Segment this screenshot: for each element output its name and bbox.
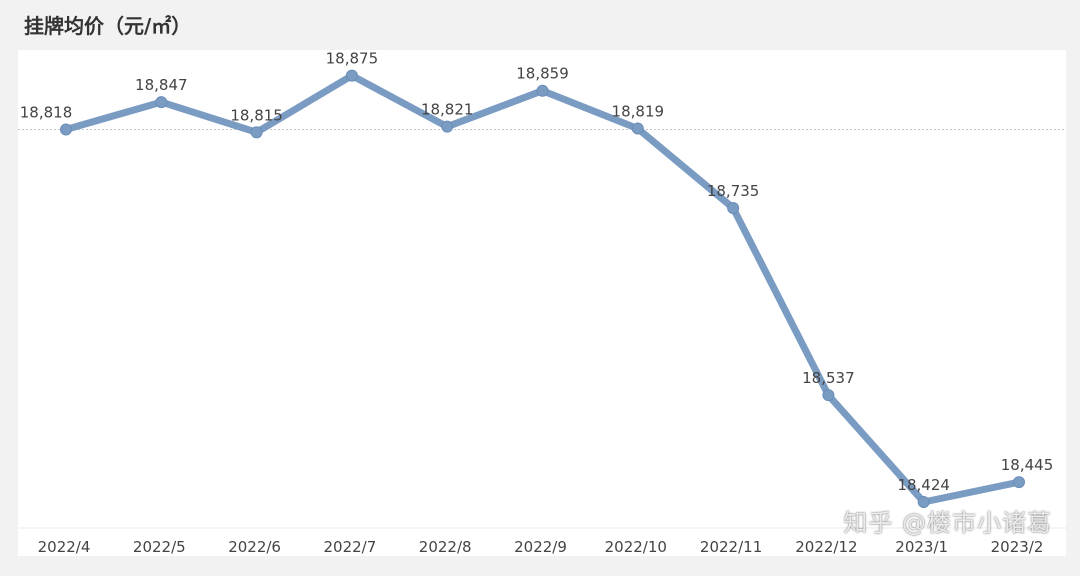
x-tick-label: 2022/5 <box>133 538 186 556</box>
data-label: 18,859 <box>516 65 569 83</box>
data-point <box>60 123 72 136</box>
x-tick-label: 2023/2 <box>991 538 1044 556</box>
data-label: 18,875 <box>326 50 379 68</box>
data-point <box>536 84 549 97</box>
x-axis: 2022/4 2022/5 2022/6 2022/7 2022/8 2022/9 2022… <box>18 527 1066 556</box>
x-tick-label: 2022/9 <box>514 538 567 556</box>
data-label: 18,445 <box>1001 456 1054 474</box>
plot-area <box>18 50 1066 556</box>
data-point <box>250 126 263 139</box>
data-label: 18,735 <box>707 182 760 200</box>
data-point <box>441 120 454 133</box>
data-point <box>917 496 930 508</box>
data-label: 18,537 <box>802 369 855 387</box>
data-label: 18,815 <box>230 106 283 124</box>
data-label: 18,818 <box>20 104 73 122</box>
x-tick-label: 2023/1 <box>895 538 948 556</box>
label-layer: 18,818 18,847 18,815 18,875 18,821 18,859 18,8… <box>20 50 1054 494</box>
x-tick-label: 2022/4 <box>38 538 91 556</box>
data-point <box>631 122 644 135</box>
x-tick-label: 2022/6 <box>228 538 281 556</box>
data-point <box>345 69 358 82</box>
x-tick-label: 2022/8 <box>419 538 472 556</box>
data-point <box>822 389 835 402</box>
chart-title: 挂牌均价（元/㎡） <box>24 14 192 38</box>
x-tick-label: 2022/10 <box>605 538 667 556</box>
data-label: 18,847 <box>135 76 188 94</box>
x-tick-label: 2022/11 <box>700 538 762 556</box>
data-label: 18,424 <box>897 476 950 494</box>
data-label: 18,819 <box>612 103 665 121</box>
data-point <box>727 201 740 214</box>
series-layer <box>60 69 1025 508</box>
series-line <box>62 72 1023 506</box>
x-tick-label: 2022/7 <box>324 538 377 556</box>
data-point <box>155 96 168 109</box>
watermark-text: 知乎 @楼市小诸葛 <box>843 509 1052 537</box>
data-point <box>1013 476 1025 489</box>
x-tick-label: 2022/12 <box>795 538 857 556</box>
data-label: 18,821 <box>421 101 474 119</box>
